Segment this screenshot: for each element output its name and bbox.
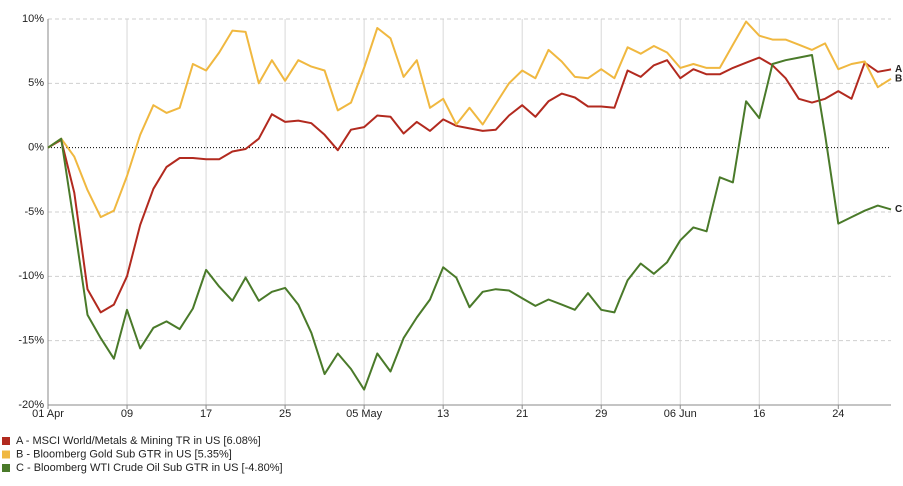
series-line — [47, 20, 892, 219]
legend-swatch — [2, 450, 10, 459]
x-tick-label: 13 — [437, 408, 449, 420]
y-tick-label: 0% — [28, 142, 44, 154]
x-tick-label: 21 — [516, 408, 528, 420]
x-tick-label: 16 — [753, 408, 765, 420]
legend-label: A - MSCI World/Metals & Mining TR in US … — [16, 435, 261, 447]
x-tick-label: 09 — [121, 408, 133, 420]
series-end-label: A — [895, 64, 902, 75]
x-tick-label: 05 May — [346, 408, 383, 420]
legend-label: C - Bloomberg WTI Crude Oil Sub GTR in U… — [16, 462, 283, 474]
legend-label: B - Bloomberg Gold Sub GTR in US [5.35%] — [16, 448, 232, 460]
y-tick-label: -15% — [18, 335, 44, 347]
y-tick-label: 5% — [28, 77, 44, 89]
y-tick-label: -5% — [24, 206, 44, 218]
series-line — [47, 54, 892, 391]
legend-swatch — [2, 464, 10, 472]
y-tick-label: 10% — [22, 13, 44, 25]
y-tick-label: -10% — [18, 270, 44, 282]
series-line — [47, 56, 892, 314]
x-tick-label: 01 Apr — [32, 408, 64, 420]
legend-swatch — [2, 437, 10, 445]
x-tick-label: 25 — [279, 408, 291, 420]
series-end-label: C — [895, 204, 902, 215]
x-tick-label: 24 — [832, 408, 844, 420]
x-tick-label: 17 — [200, 408, 212, 420]
series-end-label: B — [895, 73, 902, 84]
x-tick-label: 29 — [595, 408, 607, 420]
y-tick-label: -20% — [18, 399, 44, 411]
x-tick-label: 06 Jun — [664, 408, 697, 420]
